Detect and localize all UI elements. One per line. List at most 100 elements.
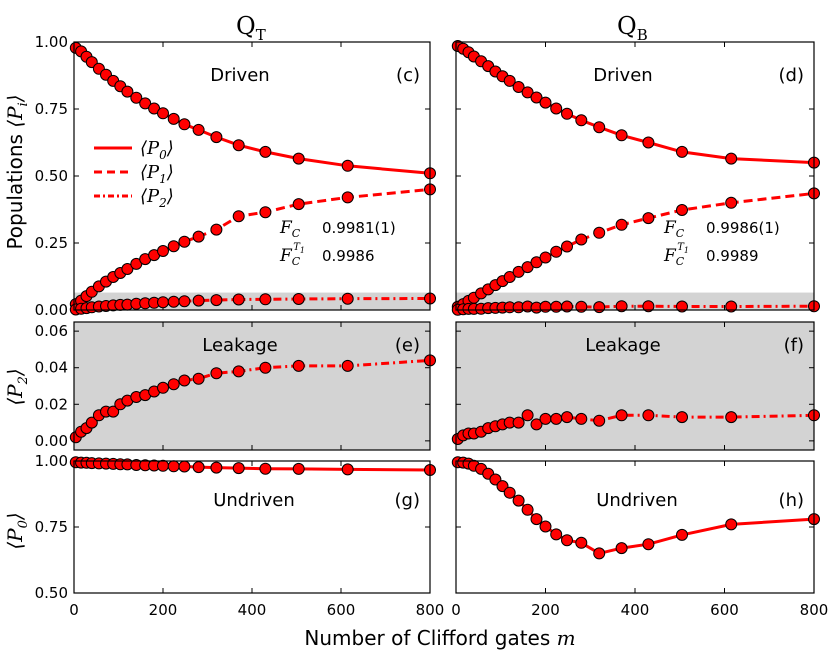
point-e-P2-13 [167, 378, 180, 391]
svg-text:FCT1: FCT1 [279, 242, 305, 268]
point-f-P2-13 [550, 412, 563, 425]
point-d-P1-17 [615, 218, 628, 231]
fct1-value-d: 0.9989 [706, 247, 759, 265]
series-line-d-P0 [457, 44, 815, 165]
point-g-P0-15 [192, 461, 205, 474]
point-c-P2-14 [178, 295, 191, 308]
ytick-label-e-2: 0.04 [35, 359, 68, 377]
ytick-label-c-1: 0.25 [35, 234, 68, 252]
point-c-P0-15 [192, 123, 205, 136]
panel-label-h: (h) [779, 490, 804, 511]
fc-value-d: 0.9986(1) [706, 219, 780, 237]
point-e-P2-3 [85, 416, 98, 429]
legend-label-1: ⟨P1⟩ [140, 162, 174, 186]
point-d-P2-13 [550, 300, 563, 313]
point-h-P0-16 [593, 547, 606, 560]
point-c-P0-10 [139, 97, 152, 110]
ylabel-p2: ⟨P2⟩ [3, 368, 31, 405]
point-g-P0-18 [259, 462, 272, 475]
point-e-P2-14 [178, 374, 191, 387]
point-f-P2-12 [539, 412, 552, 425]
point-d-P0-12 [539, 96, 552, 109]
frame-f [455, 321, 815, 451]
point-h-P0-20 [725, 518, 738, 531]
point-c-P1-17 [232, 210, 245, 223]
point-c-P2-16 [210, 294, 223, 307]
point-c-P2-13 [167, 295, 180, 308]
point-d-P2-17 [615, 300, 628, 313]
point-f-P2-15 [575, 412, 588, 425]
point-c-P2-15 [192, 294, 205, 307]
point-d-P0-8 [503, 74, 516, 87]
legend-label-0: ⟨P0⟩ [140, 138, 174, 162]
point-e-P2-16 [210, 367, 223, 380]
point-d-P0-16 [593, 121, 606, 134]
point-c-P0-13 [167, 112, 180, 125]
point-g-P0-19 [292, 462, 305, 475]
point-h-P0-10 [521, 503, 534, 516]
point-c-P1-16 [210, 223, 223, 236]
point-h-P0-14 [561, 534, 573, 547]
point-h-P0-17 [615, 542, 628, 555]
fc-value-c: 0.9981(1) [322, 219, 396, 237]
point-c-P2-12 [157, 296, 169, 309]
point-d-P0-11 [530, 91, 543, 104]
point-h-P0-13 [550, 528, 563, 541]
point-d-P0-17 [615, 129, 628, 142]
svg-text:FCT1: FCT1 [663, 242, 689, 268]
point-f-P2-16 [593, 414, 606, 427]
point-d-P1-13 [550, 245, 563, 258]
panel-e: 0.00 0.02 0.04 0.06 Leakage (e) [35, 321, 436, 451]
ytick-label-c-0: 0.00 [35, 301, 68, 319]
point-c-P1-13 [167, 240, 180, 253]
xtick-label-h-1: 200 [531, 601, 560, 619]
point-c-P2-20 [341, 292, 354, 305]
point-d-P0-18 [642, 136, 655, 149]
point-d-P0-10 [521, 86, 534, 99]
xtick-label-g-0: 0 [69, 601, 79, 619]
panel-label-f: (f) [784, 335, 804, 356]
panel-f: Leakage (f) [451, 321, 820, 451]
point-c-P0-16 [210, 131, 223, 144]
point-h-P0-15 [575, 536, 588, 549]
point-g-P0-16 [210, 461, 223, 474]
xtick-label-h-2: 400 [621, 601, 650, 619]
panel-label-c: (c) [396, 65, 420, 86]
point-e-P2-17 [232, 365, 245, 378]
point-h-P0-18 [642, 538, 655, 551]
point-d-P0-13 [550, 102, 563, 115]
point-c-P0-8 [121, 85, 134, 98]
series-line-d-P1 [457, 191, 815, 309]
point-c-P1-19 [292, 198, 305, 211]
point-c-P0-14 [178, 118, 191, 131]
annotation-e: Leakage [202, 335, 277, 356]
annotation-g: Undriven [213, 490, 295, 511]
point-g-P0-14 [178, 460, 191, 473]
point-c-P1-14 [178, 235, 191, 248]
ylabel-populations: Populations ⟨Pi⟩ [3, 94, 31, 249]
point-d-P2-12 [539, 300, 552, 313]
point-e-P2-15 [192, 372, 205, 385]
fidelity-annotation-d: FC 0.9986(1) FCT1 0.9989 [663, 218, 780, 268]
point-d-P2-19 [676, 300, 688, 313]
point-d-P2-18 [642, 300, 655, 313]
annotation-h: Undriven [596, 490, 678, 511]
point-g-P0-20 [341, 463, 354, 476]
point-d-P2-15 [575, 300, 588, 313]
point-d-P0-19 [676, 145, 688, 158]
annotation-d: Driven [593, 65, 652, 86]
panel-label-g: (g) [395, 490, 420, 511]
panel-c: 0.00 0.25 0.50 0.75 1.00 Driven (c) [35, 33, 436, 319]
point-c-P2-18 [259, 293, 272, 306]
point-c-P0-9 [130, 91, 143, 104]
panel-d: Driven (d) [451, 40, 820, 316]
svg-text:FC: FC [663, 218, 685, 240]
point-f-P2-17 [615, 409, 628, 422]
column-title-qb: QB [617, 12, 648, 44]
point-g-P0-13 [167, 460, 180, 473]
xtick-label-g-4: 800 [416, 601, 445, 619]
point-e-P2-6 [107, 405, 120, 418]
point-c-P0-12 [157, 107, 169, 120]
ytick-label-e-1: 0.02 [35, 395, 68, 413]
